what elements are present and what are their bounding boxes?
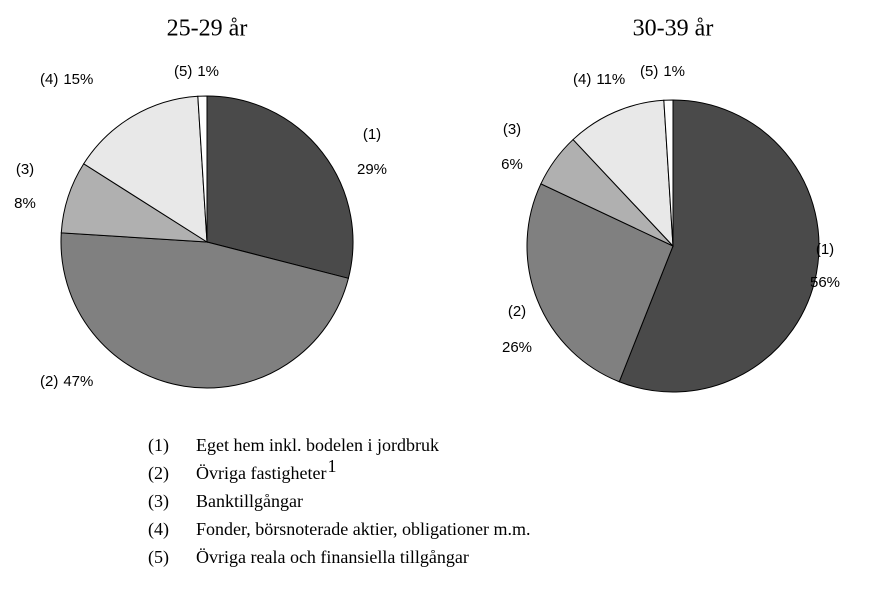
pie-slice [526,183,674,383]
slice-category: (2) [508,303,526,320]
pie-slice [663,99,674,247]
slice-label: 1% [197,63,219,80]
legend-label: Fonder, börsnoterade aktier, obligatione… [196,519,530,539]
legend-key: (5) [148,547,169,568]
legend-note: 1 [327,456,336,476]
legend-key: (2) [148,463,169,484]
chart-title: 25-29 år [167,16,248,42]
slice-category: (5) [174,63,192,80]
legend-key: (3) [148,491,169,512]
pie-slice [60,232,350,389]
slice-category: (1) [816,241,834,258]
slice-label: 1% [663,63,685,80]
slice-category: (3) [503,121,521,138]
legend-key: (4) [148,519,169,540]
slice-category: (4) [40,71,58,88]
slice-label: 56% [810,274,840,291]
slice-label: 8% [14,195,36,212]
slice-label: 11% [596,71,625,88]
slice-category: (3) [16,161,34,178]
pie-slice [572,99,674,248]
slice-label: 47% [63,373,93,390]
slice-category: (1) [363,126,381,143]
slice-category: (2) [40,373,58,390]
pie-slice [206,95,354,279]
legend-label: Övriga reala och finansiella tillgångar [196,547,469,567]
slice-label: 29% [357,161,387,178]
slice-label: 26% [502,339,532,356]
slice-label: 15% [63,71,93,88]
pie-slice [618,99,820,393]
chart-title: 30-39 år [633,16,714,42]
slice-category: (4) [573,71,591,88]
legend-label: Övriga fastigheter [196,463,326,483]
legend-key: (1) [148,435,169,456]
slice-label: 6% [501,156,523,173]
legend-label: Banktillgångar [196,491,303,511]
legend-label: Eget hem inkl. bodelen i jordbruk [196,435,439,455]
slice-category: (5) [640,63,658,80]
pie-slice [83,95,208,243]
pie-slice [197,95,208,243]
